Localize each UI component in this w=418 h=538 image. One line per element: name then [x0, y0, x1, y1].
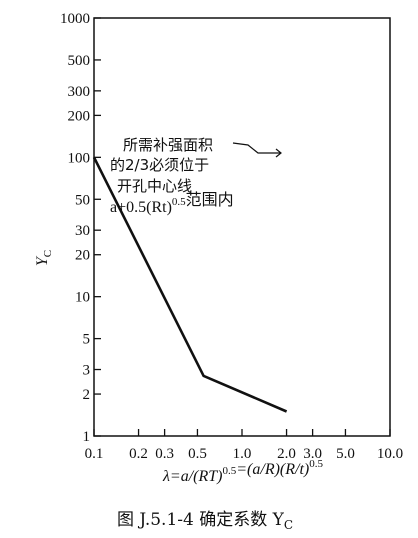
x-tick-label: 0.1	[85, 446, 104, 462]
x-tick-label: 0.5	[188, 446, 207, 462]
figure-caption: 图 J.5.1-4 确定系数 YC	[117, 510, 293, 532]
y-tick-label: 5	[83, 332, 91, 348]
x-axis-title: λ=a/(RT)0.5=(a/R)(R/t)0.5	[162, 458, 324, 485]
y-tick-label: 300	[68, 84, 91, 100]
x-tick-label: 1.0	[233, 446, 252, 462]
y-tick-label: 2	[83, 387, 91, 403]
x-tick-label: 5.0	[336, 446, 355, 462]
x-axis-tick-labels: 0.1 0.2 0.3 0.5 1.0 2.0 3.0 5.0 10.0	[85, 446, 404, 462]
plot-frame	[93, 17, 391, 437]
y-tick-label: 1000	[60, 11, 90, 27]
y-tick-label: 100	[68, 150, 91, 166]
y-axis-ticks	[94, 17, 101, 437]
x-tick-label: 0.3	[155, 446, 174, 462]
y-tick-label: 30	[75, 223, 90, 239]
x-axis-ticks	[93, 429, 391, 436]
annotation-line-3: 开孔中心线	[117, 177, 192, 195]
y-tick-label: 3	[83, 363, 91, 379]
y-axis-tick-labels: 1 2 3 5 10 20 30 50 100 200 300 500 1000	[60, 11, 90, 445]
annotation-line-4: a+0.5(Rt)0.5范围内	[110, 191, 234, 216]
y-tick-label: 200	[68, 108, 91, 124]
y-tick-label: 50	[75, 192, 90, 208]
y-tick-label: 10	[75, 290, 90, 306]
annotation: 所需补强面积 的2/3必须位于 开孔中心线 a+0.5(Rt)0.5范围内	[110, 136, 282, 216]
x-tick-label: 3.0	[303, 446, 322, 462]
annotation-arrow	[275, 148, 282, 158]
y-tick-label: 500	[68, 53, 91, 69]
y-tick-label: 20	[75, 248, 90, 264]
series-line	[92, 156, 288, 413]
annotation-line-1: 所需补强面积	[123, 136, 213, 154]
annotation-bracket	[232, 142, 281, 154]
x-tick-label: 0.2	[129, 446, 148, 462]
y-tick-label: 1	[83, 429, 91, 445]
y-axis-title: YC	[34, 250, 54, 266]
annotation-line-2: 的2/3必须位于	[110, 156, 209, 174]
x-tick-label: 2.0	[277, 446, 296, 462]
x-tick-label: 10.0	[377, 446, 403, 462]
